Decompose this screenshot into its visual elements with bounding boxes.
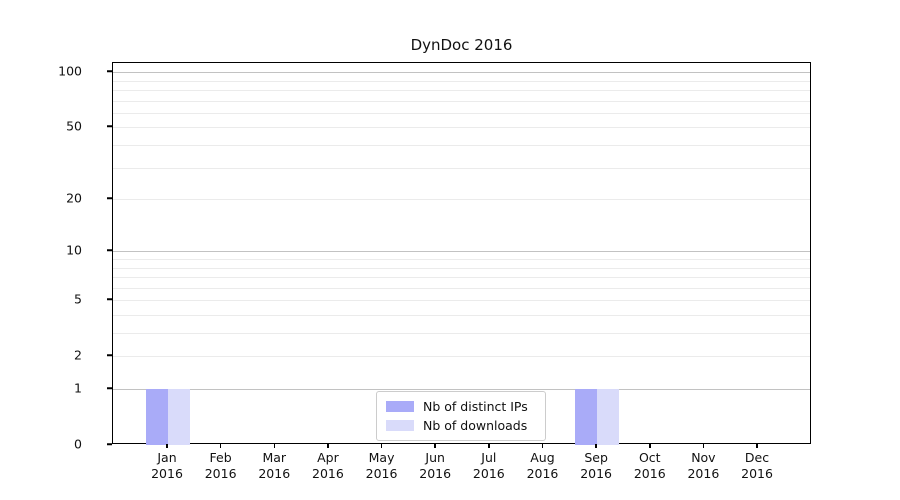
legend-label-downloads: Nb of downloads [423, 418, 528, 433]
x-tick-month: Nov [691, 450, 716, 465]
y-tick-mark [107, 70, 112, 72]
x-tick-label: Aug 2016 [512, 450, 572, 482]
legend-label-distinct-ips: Nb of distinct IPs [423, 399, 528, 414]
legend-swatch-downloads [386, 420, 414, 431]
bar-downloads [597, 389, 620, 445]
minor-gridline [113, 167, 810, 169]
y-tick-mark [107, 125, 112, 128]
x-tick-year: 2016 [204, 466, 237, 481]
x-tick-month: Aug [530, 450, 555, 465]
x-tick-month: Jan [157, 450, 177, 465]
legend: Nb of distinct IPs Nb of downloads [376, 391, 546, 441]
y-tick-label: 2 [74, 347, 82, 363]
chart-title: DynDoc 2016 [410, 36, 513, 54]
y-tick-mark [107, 443, 112, 445]
minor-gridline [113, 127, 810, 129]
x-tick-year: 2016 [633, 466, 666, 481]
y-tick-mark [107, 197, 112, 199]
minor-gridline [113, 112, 810, 114]
minor-gridline [113, 300, 810, 302]
major-gridline [113, 251, 810, 253]
x-tick-label: Jun 2016 [405, 450, 465, 482]
legend-entry-distinct-ips: Nb of distinct IPs [386, 397, 536, 416]
y-tick-label: 5 [74, 291, 82, 307]
x-tick-label: Dec 2016 [727, 450, 787, 482]
minor-gridline [113, 90, 810, 92]
x-tick-label: May 2016 [352, 450, 412, 482]
y-tick-label: 0 [74, 436, 82, 452]
x-tick-label: Feb 2016 [191, 450, 251, 482]
x-tick-mark [166, 444, 168, 448]
x-tick-year: 2016 [151, 466, 183, 481]
minor-gridline [113, 80, 810, 82]
plot-area [112, 62, 811, 445]
x-tick-label: Sep 2016 [566, 450, 626, 482]
x-tick-month: Feb [209, 450, 232, 465]
minor-gridline [113, 287, 810, 289]
x-tick-year: 2016 [365, 466, 398, 481]
minor-gridline [113, 356, 810, 358]
x-tick-month: Sep [584, 450, 608, 465]
x-tick-mark [649, 444, 651, 448]
x-tick-label: Nov 2016 [673, 450, 733, 482]
minor-gridline [113, 259, 810, 260]
bar-downloads [168, 389, 190, 445]
x-tick-mark [541, 444, 544, 448]
x-tick-mark [702, 444, 705, 448]
minor-gridline [113, 100, 810, 102]
major-gridline [113, 389, 810, 390]
x-tick-mark [219, 444, 222, 448]
legend-entry-downloads: Nb of downloads [386, 416, 536, 435]
x-tick-year: 2016 [741, 466, 773, 481]
x-tick-year: 2016 [526, 466, 559, 481]
y-tick-label: 100 [58, 63, 82, 79]
x-tick-year: 2016 [312, 466, 344, 481]
y-tick-label: 1 [74, 380, 82, 396]
x-tick-year: 2016 [472, 466, 505, 481]
x-tick-month: Oct [638, 450, 661, 465]
y-tick-label: 10 [66, 242, 82, 258]
x-tick-label: Jan 2016 [137, 450, 197, 482]
y-tick-mark [107, 249, 112, 252]
y-tick-label: 50 [66, 118, 82, 134]
y-tick-mark [107, 354, 112, 356]
y-tick-mark [107, 387, 112, 389]
minor-gridline [113, 314, 810, 316]
x-tick-mark [434, 444, 436, 448]
major-gridline [113, 72, 810, 74]
x-tick-mark [380, 444, 383, 448]
x-tick-mark [488, 444, 490, 448]
minor-gridline [113, 199, 810, 201]
bar-distinct-ips [575, 389, 598, 445]
x-tick-month: Jun [425, 450, 445, 465]
x-tick-month: Mar [262, 450, 287, 465]
x-tick-month: Jul [481, 450, 497, 465]
minor-gridline [113, 277, 810, 279]
minor-gridline [113, 333, 810, 335]
y-tick-label: 20 [66, 190, 82, 206]
x-tick-year: 2016 [258, 466, 291, 481]
x-tick-mark [595, 444, 597, 448]
x-tick-mark [756, 444, 758, 448]
x-tick-label: Oct 2016 [620, 450, 680, 482]
bar-distinct-ips [146, 389, 168, 445]
x-tick-month: Dec [744, 450, 770, 465]
x-tick-month: Apr [317, 450, 339, 465]
x-tick-label: Mar 2016 [244, 450, 304, 482]
x-tick-mark [273, 444, 276, 448]
x-tick-year: 2016 [580, 466, 613, 481]
x-tick-year: 2016 [687, 466, 720, 481]
x-tick-mark [327, 444, 329, 448]
x-tick-label: Apr 2016 [298, 450, 358, 482]
x-tick-label: Jul 2016 [459, 450, 519, 482]
x-tick-year: 2016 [419, 466, 452, 481]
minor-gridline [113, 145, 810, 147]
y-tick-mark [107, 298, 112, 300]
x-tick-month: May [368, 450, 395, 465]
legend-swatch-distinct-ips [386, 401, 414, 412]
minor-gridline [113, 267, 810, 269]
